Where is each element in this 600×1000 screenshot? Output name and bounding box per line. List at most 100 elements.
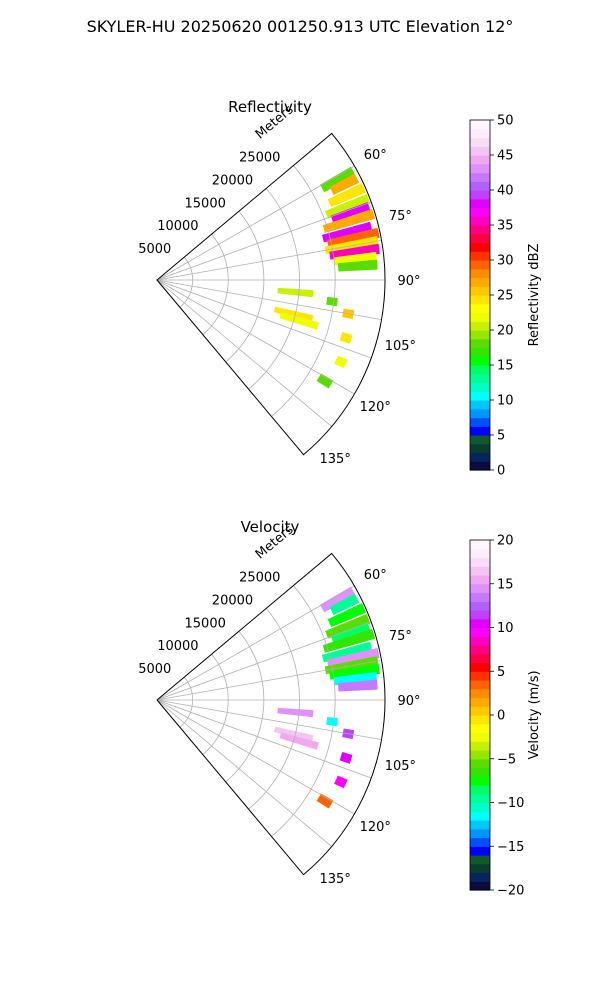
colorbar-segment — [470, 566, 490, 576]
colorbar-tick-label: 25 — [497, 289, 514, 304]
colorbar-tick-label: −20 — [497, 884, 524, 899]
echo-cell-4 — [325, 194, 371, 219]
range-tick-label: 15000 — [185, 196, 226, 211]
colorbar-segment — [470, 811, 490, 821]
colorbar-segment — [470, 443, 490, 454]
angle-tick-label: 120° — [360, 820, 391, 835]
radar-panel-1: Reflectivity500010000150002000025000Mete… — [138, 98, 542, 479]
colorbar-segment — [470, 260, 490, 270]
echo-cell-19 — [334, 355, 348, 369]
echo-cell-1 — [320, 586, 356, 613]
colorbar-segment — [470, 601, 490, 611]
colorbar-tick-label: 0 — [497, 709, 505, 724]
colorbar-segment — [470, 575, 490, 585]
radial-gridline-8 — [156, 699, 332, 847]
colorbar-segment — [470, 373, 490, 384]
colorbar-tick-label: 5 — [497, 429, 505, 444]
echo-cell-10 — [329, 663, 380, 680]
radial-gridline-7 — [156, 699, 355, 815]
range-tick-label: 15000 — [185, 616, 226, 631]
colorbar-segment — [470, 802, 490, 812]
echo-cell-13 — [277, 707, 314, 718]
colorbar-segment — [470, 881, 490, 891]
colorbar-segment — [470, 172, 490, 182]
colorbar-segment — [470, 277, 490, 287]
colorbar-segment — [470, 828, 490, 839]
range-ring-4 — [248, 608, 300, 810]
echo-cell-10 — [329, 243, 380, 260]
colorbar-tick-label: 0 — [497, 464, 505, 479]
colorbar-segment — [470, 645, 490, 655]
colorbar-tick-label: 30 — [497, 254, 514, 269]
echo-cell-2 — [329, 173, 360, 196]
sector-outline — [156, 132, 386, 456]
radial-gridline-3 — [156, 240, 382, 281]
colorbar-segment — [470, 137, 490, 147]
colorbar-segment — [470, 785, 490, 795]
echo-cell-6 — [322, 208, 376, 233]
echo-cell-16 — [273, 726, 314, 743]
colorbar-segment — [470, 198, 490, 209]
echo-cell-3 — [327, 183, 367, 208]
colorbar-label: Reflectivity dBZ — [527, 244, 542, 347]
colorbar-segment — [470, 680, 490, 690]
colorbar-tick-label: 20 — [497, 534, 514, 549]
colorbar-segment — [470, 758, 490, 769]
colorbar-tick-label: 15 — [497, 577, 514, 592]
colorbar-segment — [470, 627, 490, 637]
colorbar-tick-label: 15 — [497, 359, 514, 374]
range-tick-label: 20000 — [212, 593, 253, 608]
figure-title: SKYLER-HU 20250620 001250.913 UTC Elevat… — [87, 17, 514, 36]
colorbar-segment — [470, 706, 490, 716]
angle-tick-label: 120° — [360, 400, 391, 415]
colorbar-segment — [470, 251, 490, 261]
colorbar-segment — [470, 837, 490, 847]
colorbar-segment — [470, 767, 490, 777]
range-ring-2 — [202, 653, 229, 755]
colorbar-tick-label: 5 — [497, 665, 505, 680]
colorbar-tick-label: 35 — [497, 219, 514, 234]
echo-cell-5 — [330, 622, 371, 644]
colorbar-segment — [470, 426, 490, 436]
colorbar-segment — [470, 181, 490, 191]
echo-cell-18 — [339, 332, 353, 344]
colorbar-segment — [470, 225, 490, 235]
echo-cell-9 — [324, 656, 379, 675]
radial-gridline-6 — [156, 279, 372, 359]
angle-tick-label: 105° — [385, 339, 416, 354]
colorbar-segment — [470, 741, 490, 751]
range-tick-label: 20000 — [212, 173, 253, 188]
colorbar-segment — [470, 356, 490, 366]
angle-tick-label: 60° — [364, 568, 387, 583]
colorbar-segment — [470, 723, 490, 734]
colorbar-segment — [470, 557, 490, 567]
colorbar-segment — [470, 120, 490, 130]
colorbar-segment — [470, 190, 490, 200]
angle-tick-label: 90° — [397, 274, 420, 289]
range-tick-label: 5000 — [138, 242, 171, 257]
colorbar-segment — [470, 697, 490, 707]
colorbar-segment — [470, 872, 490, 882]
colorbar-segment — [470, 435, 490, 445]
colorbar-segment — [470, 750, 490, 760]
angle-tick-label: 60° — [364, 148, 387, 163]
colorbar-segment — [470, 688, 490, 699]
colorbar-segment — [470, 382, 490, 392]
sector-outline — [156, 552, 386, 876]
colorbar-segment — [470, 295, 490, 305]
echo-cell-13 — [277, 287, 314, 298]
range-tick-label: 25000 — [239, 571, 280, 586]
angle-tick-label: 135° — [320, 872, 351, 887]
colorbar-segment — [470, 155, 490, 165]
colorbar-segment — [470, 338, 490, 349]
range-ring-4 — [248, 188, 300, 390]
echo-cell-7 — [321, 221, 373, 243]
colorbar-segment — [470, 636, 490, 646]
range-tick-label: 10000 — [157, 639, 198, 654]
colorbar-segment — [470, 163, 490, 174]
colorbar-segment — [470, 330, 490, 340]
radial-gridline-2 — [156, 621, 372, 701]
echo-cell-6 — [322, 628, 376, 653]
radial-gridline-8 — [156, 279, 332, 427]
colorbar-segment — [470, 715, 490, 725]
